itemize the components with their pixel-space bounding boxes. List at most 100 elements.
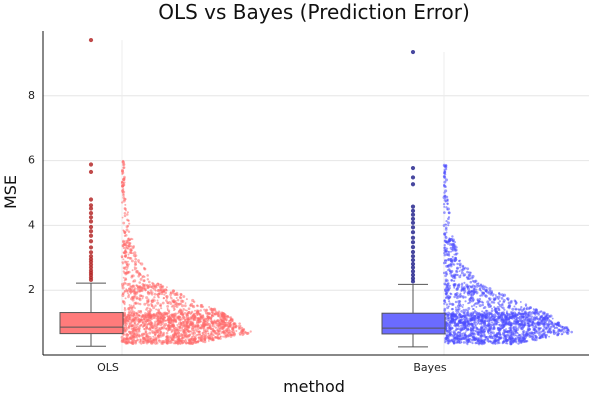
bayes-distribution-point — [449, 272, 452, 275]
bayes-distribution-point — [481, 338, 485, 342]
bayes-distribution-point — [570, 330, 574, 334]
bayes-distribution-point — [459, 274, 462, 277]
ols-distribution-point — [138, 314, 141, 317]
bayes-distribution-point — [447, 217, 450, 221]
bayes-distribution-point — [529, 335, 532, 337]
bayes-distribution-point — [461, 337, 464, 340]
bayes-distribution-point — [448, 330, 452, 334]
bayes-distribution-point — [457, 327, 461, 331]
grid-layer — [43, 95, 589, 291]
ols-distribution-point — [198, 320, 201, 324]
bayes-distribution-point — [520, 323, 523, 326]
ols-distribution-point — [126, 264, 129, 267]
ols-distribution-point — [175, 341, 178, 345]
ols-distribution-point — [170, 319, 174, 323]
ols-distribution-point — [125, 317, 128, 320]
bayes-distribution-point — [479, 289, 482, 292]
ols-distribution-point — [176, 298, 180, 302]
bayes-distribution-point — [519, 307, 522, 311]
ols-distribution-point — [208, 316, 210, 319]
bayes-distribution-point — [473, 337, 477, 341]
bayes-distribution-point — [453, 286, 456, 289]
ols-distribution-point — [140, 315, 143, 319]
bayes-distribution-point — [527, 322, 530, 325]
ols-distribution-point — [123, 308, 127, 311]
ols-distribution-point — [231, 320, 234, 323]
bayes-distribution-point — [447, 211, 451, 214]
ols-distribution-point — [140, 294, 143, 298]
bayes-distribution-point — [526, 312, 529, 315]
ols-distribution-point — [173, 317, 176, 320]
ols-distribution-point — [178, 326, 182, 329]
ols-distribution-point — [153, 317, 156, 320]
bayes-distribution-point — [478, 297, 482, 301]
ols-distribution-point — [137, 325, 139, 328]
ols-distribution-point — [209, 337, 212, 341]
ols-distribution-point — [144, 288, 147, 292]
bayes-distribution-point — [449, 259, 454, 263]
ols-distribution-point — [156, 326, 159, 329]
ols-distribution-point — [191, 341, 195, 345]
bayes-distribution-point — [561, 333, 564, 335]
ols-distribution-point — [123, 207, 127, 210]
ols-distribution-point — [120, 180, 124, 184]
ols-distribution-point — [169, 318, 172, 321]
ols-distribution-point — [139, 262, 142, 265]
ols-distribution-point — [123, 290, 126, 293]
ols-distribution-point — [128, 256, 132, 260]
bayes-distribution-point — [534, 308, 538, 311]
ols-distribution-point — [144, 312, 147, 315]
bayes-distribution-point — [444, 249, 448, 253]
ols-distribution-point — [184, 302, 187, 305]
bayes-distribution-point — [495, 335, 499, 339]
ols-distribution-point — [206, 326, 210, 330]
bayes-distribution-point — [526, 328, 530, 332]
bayes-distribution-point — [561, 325, 564, 328]
bayes-distribution-point — [479, 283, 483, 286]
ols-distribution-point — [157, 308, 161, 312]
ols-outlier-point — [88, 37, 94, 43]
bayes-distribution-point — [444, 185, 447, 188]
bayes-distribution-point — [462, 336, 466, 340]
ols-distribution-point — [126, 213, 129, 216]
bayes-distribution-point — [458, 312, 461, 316]
bayes-outlier-point — [410, 269, 416, 274]
ols-distribution-point — [191, 314, 195, 317]
bayes-outlier-point — [410, 261, 416, 267]
ols-distribution-point — [175, 336, 178, 339]
bayes-distribution-point — [550, 322, 554, 326]
bayes-distribution-point — [445, 303, 449, 306]
bayes-distribution-point — [499, 333, 502, 336]
bayes-distribution-point — [520, 340, 523, 343]
bayes-distribution-point — [534, 311, 538, 315]
ols-distribution-point — [133, 323, 137, 327]
bayes-distribution-point — [525, 334, 528, 338]
ols-distribution-point — [124, 250, 127, 253]
bayes-distribution-point — [470, 296, 473, 300]
bayes-distribution-point — [490, 321, 494, 324]
bayes-distribution-point — [473, 285, 477, 289]
bayes-distribution-point — [514, 307, 518, 311]
bayes-distribution-point — [490, 290, 494, 293]
bayes-distribution-point — [451, 307, 454, 311]
bayes-distribution-point — [446, 202, 449, 206]
bayes-distribution-point — [482, 301, 485, 304]
ols-distribution-point — [163, 293, 166, 296]
ols-distribution-point — [124, 297, 127, 300]
bayes-distribution-point — [492, 293, 495, 296]
bayes-distribution-point — [472, 291, 475, 295]
bayes-distribution-point — [479, 336, 483, 340]
ols-distribution-point — [122, 276, 125, 279]
ols-distribution-point — [130, 259, 134, 263]
ols-distribution-point — [154, 284, 158, 288]
ols-distribution-point — [121, 256, 124, 259]
ols-distribution-point — [131, 314, 134, 318]
bayes-distribution-point — [500, 293, 504, 297]
bayes-distribution-point — [522, 313, 525, 316]
bayes-distribution-point — [444, 223, 447, 226]
ols-distribution-point — [213, 307, 217, 311]
bayes-distribution-point — [445, 164, 448, 166]
ols-distribution-point — [207, 339, 210, 342]
ols-distribution-point — [162, 331, 165, 335]
bayes-distribution-point — [549, 314, 553, 318]
